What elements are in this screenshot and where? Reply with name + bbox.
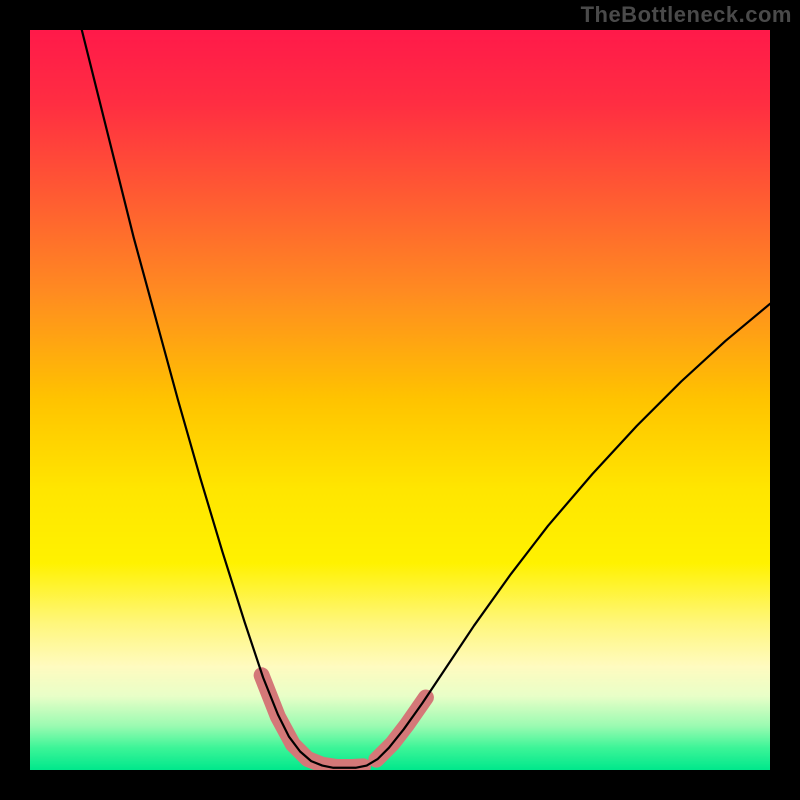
plot-area (30, 30, 770, 770)
chart-container: TheBottleneck.com (0, 0, 800, 800)
main-curve (82, 30, 770, 768)
watermark-label: TheBottleneck.com (581, 2, 792, 28)
curve-layer (30, 30, 770, 770)
highlight-segment-1 (262, 675, 363, 767)
